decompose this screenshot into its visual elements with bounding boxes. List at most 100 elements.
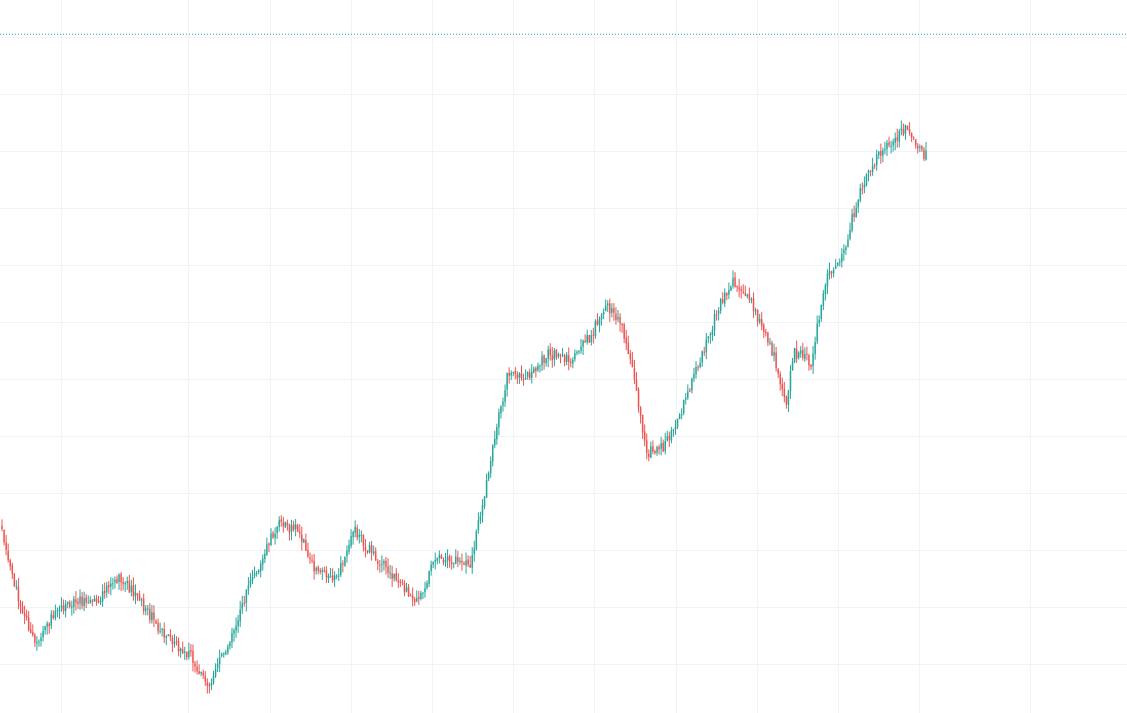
candle — [385, 556, 387, 575]
candle-body — [225, 652, 227, 655]
candles — [1, 120, 927, 694]
candle — [218, 649, 221, 673]
candle — [374, 547, 377, 562]
candle — [549, 343, 552, 361]
candle — [387, 558, 389, 578]
candle-body — [313, 560, 315, 572]
candle-body — [609, 303, 611, 314]
candle — [855, 202, 857, 218]
candle-body — [637, 389, 640, 408]
candle-body — [418, 597, 420, 599]
candle-body — [342, 563, 344, 565]
candle-body — [504, 390, 506, 402]
candle-body — [153, 612, 155, 620]
candle-body — [186, 651, 188, 658]
candle — [619, 313, 621, 332]
candle-body — [494, 438, 496, 446]
candle-body — [305, 539, 307, 551]
candle-body — [309, 557, 311, 560]
candle — [241, 595, 244, 614]
candle-body — [235, 625, 237, 631]
candle-body — [767, 332, 769, 343]
candle-body — [717, 311, 720, 314]
candle-body — [826, 273, 829, 287]
candle-body — [112, 583, 114, 585]
candle-body — [426, 583, 428, 588]
candle — [734, 272, 736, 288]
candle — [917, 143, 919, 154]
candle — [592, 327, 595, 344]
candle-body — [847, 239, 849, 247]
candle-body — [99, 600, 102, 603]
candle-body — [452, 562, 455, 564]
candle-body — [237, 620, 239, 627]
candle-body — [317, 567, 319, 571]
candle-body — [93, 598, 96, 602]
candle — [859, 183, 862, 203]
candle — [763, 322, 765, 339]
candle — [797, 351, 800, 360]
candle — [264, 549, 266, 564]
candle — [376, 558, 379, 571]
candle-body — [42, 630, 44, 638]
candle-body — [276, 526, 278, 533]
candle — [884, 141, 886, 155]
candle — [126, 576, 129, 590]
candle — [574, 349, 576, 362]
candle-body — [151, 612, 153, 621]
candle — [294, 519, 297, 537]
candle-body — [845, 247, 847, 250]
candle — [181, 641, 184, 654]
candle-body — [771, 342, 773, 356]
candle-body — [621, 323, 623, 326]
candle — [648, 449, 650, 462]
candle-body — [393, 573, 395, 579]
candle — [921, 145, 923, 152]
candle-body — [241, 603, 244, 609]
candle — [606, 300, 609, 312]
candle-body — [337, 575, 340, 577]
candle — [220, 652, 223, 658]
candle — [284, 521, 287, 529]
candle-body — [834, 265, 837, 269]
candle — [274, 527, 276, 545]
candle-body — [795, 348, 798, 359]
candle-body — [596, 320, 599, 325]
candle — [243, 595, 246, 607]
candle — [637, 387, 640, 413]
candle-body — [315, 568, 317, 571]
candle-body — [200, 671, 202, 674]
candle-body — [56, 610, 59, 612]
candle — [179, 647, 182, 658]
candle — [311, 554, 313, 564]
candle-body — [711, 330, 714, 335]
candle-body — [570, 361, 572, 363]
candle — [818, 315, 820, 327]
candle-body — [448, 555, 451, 562]
candle-body — [481, 505, 484, 516]
candle — [190, 644, 192, 657]
candle-body — [578, 350, 580, 353]
candle — [323, 566, 326, 573]
candle-body — [672, 429, 675, 431]
candle-body — [329, 576, 332, 578]
candle-body — [491, 445, 494, 462]
candle-body — [545, 358, 547, 364]
candle — [695, 360, 697, 379]
candle-body — [5, 542, 7, 550]
candle-body — [508, 372, 510, 376]
candle-body — [77, 601, 79, 605]
candle-body — [543, 355, 545, 363]
candle-body — [576, 351, 578, 354]
candle — [789, 365, 792, 399]
candle — [502, 397, 504, 412]
candle — [613, 302, 615, 321]
candle — [709, 332, 712, 344]
candle — [161, 627, 163, 637]
candle-body — [740, 288, 742, 291]
candle — [684, 392, 687, 405]
candle — [132, 577, 135, 601]
candle — [313, 553, 315, 580]
